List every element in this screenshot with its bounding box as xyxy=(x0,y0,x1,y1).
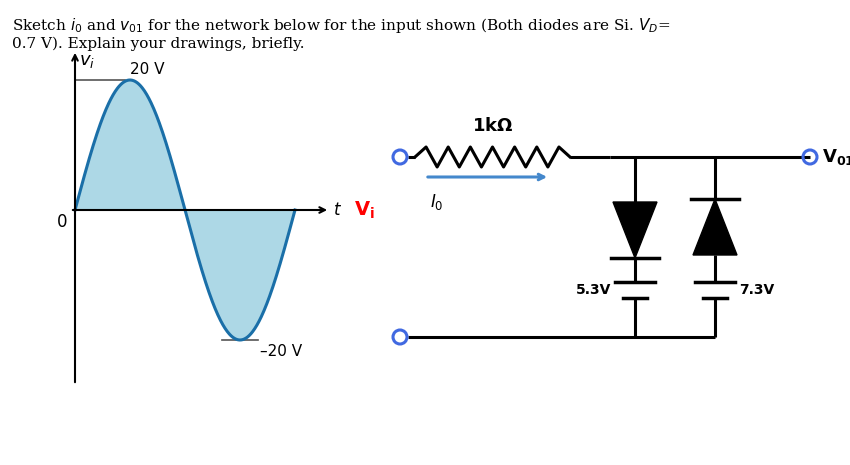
Text: –20 V: –20 V xyxy=(260,344,302,359)
Text: $\mathbf{1k\Omega}$: $\mathbf{1k\Omega}$ xyxy=(472,117,513,135)
Text: Sketch $i_0$ and $v_{01}$ for the network below for the input shown (Both diodes: Sketch $i_0$ and $v_{01}$ for the networ… xyxy=(12,16,671,35)
Polygon shape xyxy=(75,80,184,210)
Text: 5.3V: 5.3V xyxy=(575,283,611,297)
Text: 20 V: 20 V xyxy=(130,62,165,77)
Polygon shape xyxy=(75,210,295,340)
Text: $I_0$: $I_0$ xyxy=(430,192,444,212)
Text: 0.7 V). Explain your drawings, briefly.: 0.7 V). Explain your drawings, briefly. xyxy=(12,37,304,52)
Text: $\mathbf{V_{01}}$: $\mathbf{V_{01}}$ xyxy=(822,147,850,167)
Polygon shape xyxy=(693,199,737,255)
Text: 0: 0 xyxy=(56,213,67,231)
Text: $t$: $t$ xyxy=(333,201,342,219)
Polygon shape xyxy=(613,202,657,258)
Text: $v_i$: $v_i$ xyxy=(79,52,95,70)
Text: 7.3V: 7.3V xyxy=(739,283,774,297)
Text: $\mathbf{V_i}$: $\mathbf{V_i}$ xyxy=(354,199,375,221)
